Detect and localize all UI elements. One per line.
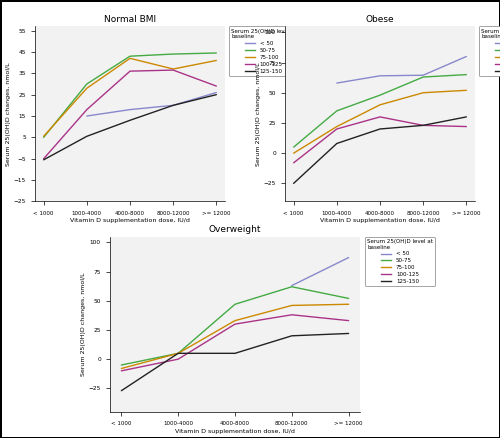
Y-axis label: Serum 25(OH)D changes, nmol/L: Serum 25(OH)D changes, nmol/L xyxy=(81,272,86,376)
Legend: < 50, 50-75, 75-100, 100-125, 125-150: < 50, 50-75, 75-100, 100-125, 125-150 xyxy=(229,26,299,76)
Title: Overweight: Overweight xyxy=(209,226,261,234)
Legend: < 50, 50-75, 75-100, 100-125, 125-150: < 50, 50-75, 75-100, 100-125, 125-150 xyxy=(365,237,436,286)
Title: Normal BMI: Normal BMI xyxy=(104,15,156,24)
X-axis label: Vitamin D supplementation dose, IU/d: Vitamin D supplementation dose, IU/d xyxy=(70,218,190,223)
Title: Obese: Obese xyxy=(366,15,394,24)
Text: (a): (a) xyxy=(123,254,137,264)
Text: (b): (b) xyxy=(372,254,388,264)
Y-axis label: Serum 25(OH)D changes, nmol/L: Serum 25(OH)D changes, nmol/L xyxy=(256,62,261,166)
X-axis label: Vitamin D supplementation dose, IU/d: Vitamin D supplementation dose, IU/d xyxy=(320,218,440,223)
Legend: < 50, 50-75, 75-100, 100-125, 125-150: < 50, 50-75, 75-100, 100-125, 125-150 xyxy=(479,26,500,76)
Y-axis label: Serum 25(OH)D changes, nmol/L: Serum 25(OH)D changes, nmol/L xyxy=(6,62,11,166)
X-axis label: Vitamin D supplementation dose, IU/d: Vitamin D supplementation dose, IU/d xyxy=(175,428,295,434)
